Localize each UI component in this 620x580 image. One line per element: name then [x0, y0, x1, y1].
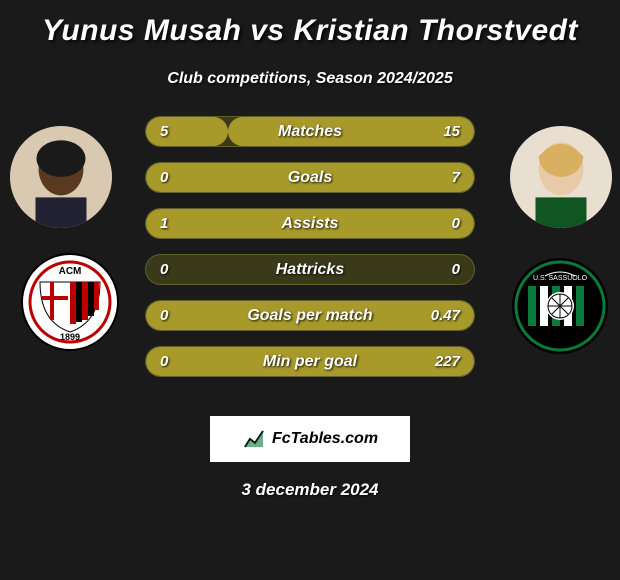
stat-value-left: 0 [160, 169, 168, 186]
stat-value-left: 0 [160, 353, 168, 370]
stat-value-left: 0 [160, 261, 168, 278]
stat-value-right: 0 [452, 261, 460, 278]
club-left-logo: ACM 1899 [20, 252, 120, 352]
stat-row: Min per goal0 227 [145, 346, 475, 377]
date-text: 3 december 2024 [10, 480, 610, 500]
sassuolo-logo-icon: U.S. SASSUOLO [510, 256, 610, 356]
svg-text:1899: 1899 [60, 332, 80, 342]
acmilan-logo-icon: ACM 1899 [20, 252, 120, 352]
stat-label: Min per goal [146, 353, 474, 371]
avatar-placeholder-icon [10, 126, 112, 228]
brand-badge: FcTables.com [210, 416, 410, 462]
stat-value-right: 0 [452, 215, 460, 232]
svg-text:ACM: ACM [59, 266, 82, 277]
stat-label: Goals [146, 169, 474, 187]
stat-label: Assists [146, 215, 474, 233]
stat-label: Hattricks [146, 261, 474, 279]
player-left-avatar [10, 126, 112, 228]
brand-text: FcTables.com [272, 430, 378, 448]
club-right-logo: U.S. SASSUOLO [510, 256, 610, 356]
stat-value-left: 1 [160, 215, 168, 232]
stat-value-right: 227 [435, 353, 460, 370]
stat-row: Assists1 0 [145, 208, 475, 239]
stat-label: Goals per match [146, 307, 474, 325]
stat-value-right: 15 [443, 123, 460, 140]
content-area: ACM 1899 [10, 116, 610, 396]
stat-row: Goals0 7 [145, 162, 475, 193]
comparison-card: Yunus Musah vs Kristian Thorstvedt Club … [0, 0, 620, 500]
stat-value-left: 0 [160, 307, 168, 324]
stat-value-right: 0.47 [431, 307, 460, 324]
player-right-avatar [510, 126, 612, 228]
stat-row: Matches5 15 [145, 116, 475, 147]
stat-row: Goals per match0 0.47 [145, 300, 475, 331]
stat-value-right: 7 [452, 169, 460, 186]
chart-icon [242, 427, 266, 451]
page-title: Yunus Musah vs Kristian Thorstvedt [10, 14, 610, 48]
stat-row: Hattricks0 0 [145, 254, 475, 285]
stat-value-left: 5 [160, 123, 168, 140]
subtitle: Club competitions, Season 2024/2025 [10, 70, 610, 88]
avatar-placeholder-icon [510, 126, 612, 228]
svg-text:U.S. SASSUOLO: U.S. SASSUOLO [533, 275, 588, 282]
stats-list: Matches515Goals07Assists10Hattricks00Goa… [145, 116, 475, 377]
stat-label: Matches [146, 123, 474, 141]
